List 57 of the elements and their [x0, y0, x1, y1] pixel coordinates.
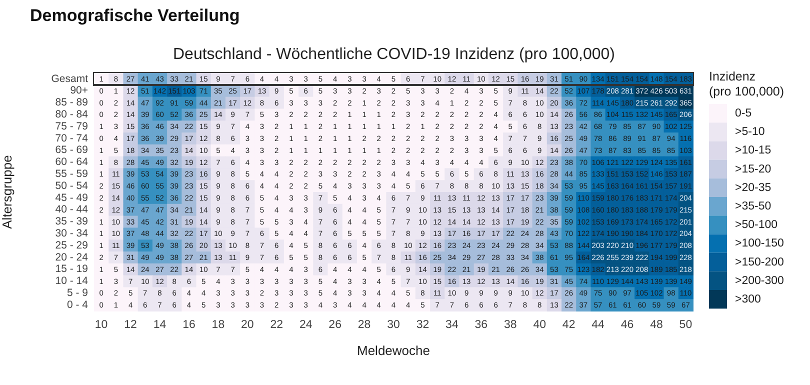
y-tick-label: 20 - 24 — [55, 251, 88, 264]
x-tick-label: 36 — [474, 319, 488, 332]
y-tick-label: 90+ — [70, 84, 88, 97]
legend-label: >35-50 — [735, 200, 772, 212]
legend-label: >5-10 — [735, 126, 765, 138]
legend-label: >10-15 — [735, 144, 772, 157]
y-tick-label: 25 - 29 — [55, 239, 88, 252]
legend-label: >150-200 — [735, 256, 784, 268]
x-tick-label: 16 — [182, 319, 196, 332]
y-tick-label: Gesamt — [51, 72, 88, 85]
y-tick-label: 5 - 9 — [66, 287, 88, 300]
chart-subtitle: Deutschland - Wöchentliche COVID-19 Inzidenz (pro 100,000) — [172, 46, 616, 64]
legend-label: >100-150 — [735, 238, 784, 250]
x-tick-label: 20 — [241, 319, 254, 332]
x-tick-label: 30 — [387, 319, 400, 332]
y-tick-label: 55 - 59 — [55, 168, 88, 180]
x-tick-label: 22 — [270, 319, 284, 332]
legend-label: >20-35 — [735, 182, 772, 194]
x-tick-label: 12 — [124, 319, 137, 332]
x-tick-label: 28 — [358, 319, 371, 332]
y-tick-label: 70 - 74 — [55, 132, 88, 144]
legend-title: Inzidenz (pro 100,000) — [709, 69, 784, 98]
y-tick-label: 75 - 79 — [55, 120, 88, 132]
y-tick-label: 60 - 64 — [55, 156, 88, 168]
legend-label: >200-300 — [735, 274, 784, 287]
x-tick-label: 42 — [562, 319, 576, 332]
legend-label: >15-20 — [735, 163, 772, 176]
legend-label: 0-5 — [735, 107, 752, 120]
x-tick-label: 14 — [153, 319, 167, 332]
y-tick-label: 65 - 69 — [55, 144, 88, 156]
x-tick-label: 46 — [620, 319, 634, 332]
x-tick-label: 32 — [416, 319, 430, 332]
x-tick-label: 10 — [94, 319, 108, 332]
y-tick-label: 80 - 84 — [55, 108, 88, 121]
x-tick-label: 38 — [504, 319, 517, 332]
x-tick-label: 26 — [328, 319, 342, 332]
x-axis-title: Meldewoche — [357, 342, 430, 358]
y-tick-label: 10 - 14 — [55, 275, 88, 288]
x-tick-label: 40 — [533, 319, 546, 332]
x-tick-label: 44 — [592, 319, 606, 332]
y-tick-label: 40 - 44 — [55, 204, 88, 216]
y-axis-title: Altersgruppe — [0, 155, 14, 229]
x-tick-label: 48 — [650, 319, 663, 332]
x-tick-label: 50 — [679, 319, 692, 332]
y-tick-label: 45 - 49 — [55, 192, 88, 204]
x-tick-label: 24 — [299, 319, 313, 332]
y-tick-label: 50 - 54 — [55, 180, 88, 192]
legend-label: >50-100 — [735, 219, 778, 232]
y-tick-label: 0 - 4 — [66, 298, 88, 311]
x-tick-label: 34 — [446, 319, 459, 332]
y-tick-label: 15 - 19 — [55, 263, 88, 276]
chart-title: Demografische Verteilung — [30, 6, 240, 26]
y-tick-label: 30 - 34 — [55, 228, 88, 240]
y-tick-label: 35 - 39 — [55, 216, 88, 228]
x-tick-label: 18 — [212, 319, 225, 332]
y-tick-label: 85 - 89 — [55, 96, 88, 109]
legend-label: >300 — [735, 293, 761, 306]
